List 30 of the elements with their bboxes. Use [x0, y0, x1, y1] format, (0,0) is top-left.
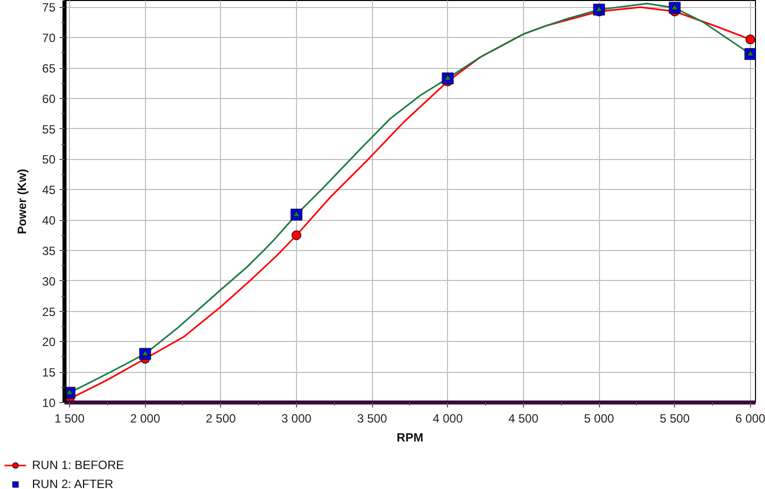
y-tick-label: 45 [42, 183, 56, 198]
y-tick-label: 35 [42, 244, 56, 258]
x-tick-label: 1 500 [54, 412, 85, 426]
point [291, 230, 302, 240]
x-tick-label: 6 000 [735, 412, 765, 426]
point [745, 34, 756, 44]
y-tick-label: 65 [42, 62, 56, 76]
y-tick-label: 15 [42, 366, 56, 380]
y-tick-label: 40 [42, 214, 56, 228]
y-tick-label: 75 [42, 0, 56, 15]
y-tick-label: 50 [42, 152, 56, 167]
x-tick-label: 4 000 [432, 412, 464, 426]
x-axis-title: RPM [396, 430, 424, 444]
legend-label: RUN 2: AFTER [32, 477, 114, 489]
x-tick-label: 5 000 [584, 412, 614, 426]
x-tick-label: 3 500 [357, 412, 388, 426]
y-tick-label: 70 [42, 31, 56, 46]
x-tick-label: 2 000 [130, 412, 160, 426]
y-tick-label: 30 [42, 274, 56, 288]
x-tick-label: 5 500 [660, 412, 690, 426]
x-tick-label: 4 500 [508, 412, 539, 426]
y-tick-label: 20 [42, 335, 56, 350]
y-tick-label: 60 [42, 92, 56, 106]
y-tick-label: 25 [42, 304, 56, 319]
y-tick-label: 10 [42, 396, 56, 410]
y-axis-title: Power (Kw) [15, 168, 30, 234]
legend-label: RUN 1: BEFORE [32, 458, 124, 472]
x-tick-label: 3 000 [281, 412, 312, 426]
x-tick-label: 2 500 [206, 412, 236, 426]
y-tick-label: 55 [42, 122, 56, 136]
